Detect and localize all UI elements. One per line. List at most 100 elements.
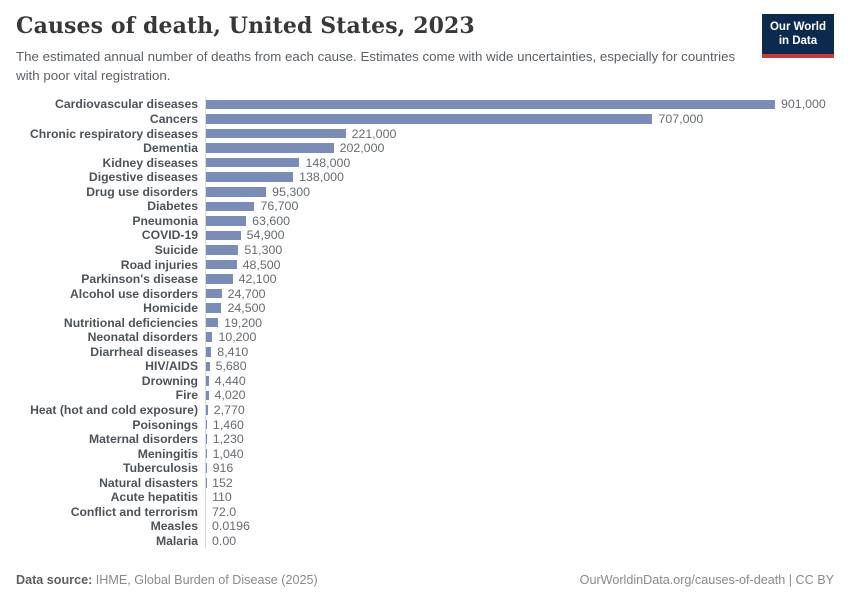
footer-link[interactable]: OurWorldinData.org/causes-of-death | CC … — [579, 573, 834, 587]
category-label: Nutritional deficiencies — [63, 315, 198, 330]
bar-cell: 10,200 — [205, 329, 834, 345]
bar-cell: 1,040 — [205, 446, 834, 461]
chart-row: Drug use disorders 95,300 — [16, 184, 834, 200]
header-text: Causes of death, United States, 2023 The… — [16, 13, 738, 85]
owid-logo[interactable]: Our World in Data — [761, 14, 834, 58]
bar-cell: 24,500 — [205, 300, 834, 316]
category-label: Malaria — [155, 533, 198, 548]
chart-title: Causes of death, United States, 2023 — [16, 13, 475, 39]
bar[interactable] — [206, 405, 208, 415]
chart-row: Nutritional deficiencies 19,200 — [16, 315, 834, 330]
bar[interactable] — [206, 419, 207, 430]
category-label: COVID-19 — [141, 228, 198, 243]
bar[interactable] — [206, 274, 233, 284]
bar-cell: 4,440 — [205, 373, 834, 389]
bar[interactable] — [206, 303, 222, 313]
bar-cell: 2,770 — [205, 402, 834, 418]
chart-row: Poisonings 1,460 — [16, 417, 834, 432]
bar-cell: 51,300 — [205, 242, 834, 258]
chart-rows: Cardiovascular diseases 901,000 Cancers … — [16, 97, 834, 549]
bar[interactable] — [206, 99, 775, 110]
value-label: 4,440 — [214, 373, 246, 388]
chart-row: Conflict and terrorism 72.0 — [16, 504, 834, 520]
bar-cell: 72.0 — [205, 504, 834, 520]
bar[interactable] — [206, 346, 212, 357]
category-label: Tuberculosis — [123, 461, 198, 476]
bar[interactable] — [206, 186, 267, 197]
value-label: 901,000 — [781, 97, 826, 112]
chart-row: Acute hepatitis 110 — [16, 489, 834, 505]
bar[interactable] — [206, 434, 207, 444]
bar[interactable] — [206, 201, 255, 212]
bar-cell: 24,700 — [205, 286, 834, 301]
chart-row: Diarrheal diseases 8,410 — [16, 344, 834, 360]
value-label: 0.0196 — [212, 519, 250, 534]
category-label: Diarrheal diseases — [90, 344, 198, 359]
bar-cell: 110 — [205, 489, 834, 505]
value-label: 4,020 — [214, 388, 246, 403]
bar[interactable] — [206, 245, 239, 255]
bar-cell: 95,300 — [205, 184, 834, 200]
chart-row: Malaria 0.00 — [16, 533, 834, 549]
owid-logo-line2: in Data — [778, 35, 818, 48]
bar-cell: 42,100 — [205, 271, 834, 287]
bar[interactable] — [206, 230, 241, 241]
bar[interactable] — [206, 128, 346, 139]
category-label: Parkinson's disease — [81, 272, 198, 287]
category-label: Dementia — [143, 141, 198, 156]
bar[interactable] — [206, 216, 247, 226]
bar[interactable] — [206, 317, 219, 328]
chart-row: Cancers 707,000 — [16, 111, 834, 127]
bar[interactable] — [206, 376, 209, 386]
value-label: 10,200 — [218, 330, 257, 345]
value-label: 707,000 — [658, 112, 704, 127]
category-label: HIV/AIDS — [145, 359, 198, 374]
bar[interactable] — [206, 332, 213, 343]
bar-cell: 138,000 — [205, 169, 834, 185]
value-label: 48,500 — [242, 257, 281, 272]
category-label: Measles — [150, 519, 198, 534]
category-label: Diabetes — [147, 199, 198, 214]
chart-row: Tuberculosis 916 — [16, 460, 834, 476]
data-source-label: Data source: — [16, 573, 93, 587]
category-label: Homicide — [143, 301, 198, 316]
chart-subtitle: The estimated annual number of deaths fr… — [16, 49, 736, 83]
chart-row: Cardiovascular diseases 901,000 — [16, 97, 834, 112]
chart-row: Chronic respiratory diseases 221,000 — [16, 126, 834, 141]
bar[interactable] — [206, 463, 207, 473]
category-label: Chronic respiratory diseases — [30, 126, 198, 141]
category-label: Natural disasters — [99, 475, 198, 490]
chart-row: Maternal disorders 1,230 — [16, 431, 834, 447]
bar-cell: 0.0196 — [205, 519, 834, 534]
value-label: 5,680 — [215, 359, 247, 374]
category-label: Alcohol use disorders — [70, 286, 198, 301]
bar[interactable] — [206, 143, 334, 153]
bar-cell: 63,600 — [205, 213, 834, 229]
chart-row: Road injuries 48,500 — [16, 257, 834, 272]
chart-row: Neonatal disorders 10,200 — [16, 329, 834, 345]
bar[interactable] — [206, 448, 207, 459]
bar[interactable] — [206, 114, 653, 124]
value-label: 2,770 — [213, 402, 245, 417]
header: Causes of death, United States, 2023 The… — [16, 13, 834, 85]
category-label: Neonatal disorders — [87, 330, 198, 345]
value-label: 152 — [212, 475, 233, 490]
value-label: 76,700 — [260, 199, 299, 214]
bar-chart: Cardiovascular diseases 901,000 Cancers … — [16, 97, 834, 549]
chart-row: Dementia 202,000 — [16, 140, 834, 156]
category-label: Cardiovascular diseases — [55, 97, 198, 112]
chart-row: Alcohol use disorders 24,700 — [16, 286, 834, 301]
value-label: 148,000 — [305, 155, 351, 170]
bar[interactable] — [206, 361, 210, 372]
value-label: 202,000 — [339, 141, 385, 156]
bar[interactable] — [206, 288, 222, 299]
value-label: 51,300 — [244, 242, 283, 257]
bar-cell: 5,680 — [205, 359, 834, 374]
bar-cell: 48,500 — [205, 257, 834, 272]
bar-cell: 0.00 — [205, 533, 834, 549]
bar[interactable] — [206, 157, 300, 168]
bar[interactable] — [206, 259, 237, 270]
bar[interactable] — [206, 172, 294, 183]
bar[interactable] — [206, 390, 209, 401]
chart-row: Digestive diseases 138,000 — [16, 169, 834, 185]
